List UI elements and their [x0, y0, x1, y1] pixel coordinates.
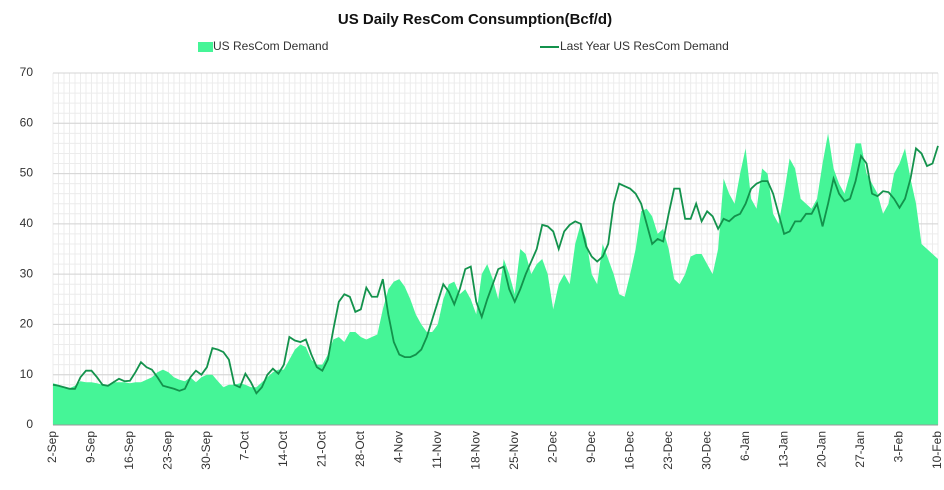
y-tick-label: 10 [20, 367, 34, 381]
x-tick-label: 3-Feb [892, 431, 906, 463]
y-tick-label: 50 [20, 166, 34, 180]
x-tick-label: 16-Sep [122, 431, 136, 470]
x-tick-label: 23-Dec [661, 431, 675, 470]
y-tick-label: 20 [20, 317, 34, 331]
legend-label: US ResCom Demand [213, 39, 328, 53]
x-tick-label: 16-Dec [622, 431, 636, 470]
x-tick-label: 14-Oct [276, 430, 290, 467]
x-tick-label: 25-Nov [507, 431, 521, 470]
area [53, 133, 938, 426]
x-tick-label: 30-Dec [699, 431, 713, 470]
x-tick-label: 9-Dec [584, 431, 598, 463]
x-tick-label: 6-Jan [738, 431, 752, 461]
x-tick-label: 10-Feb [930, 431, 944, 469]
x-tick-label: 4-Nov [391, 431, 405, 463]
y-tick-label: 30 [20, 266, 34, 280]
x-tick-label: 11-Nov [430, 431, 444, 469]
x-tick-label: 23-Sep [161, 431, 175, 470]
y-tick-label: 70 [20, 65, 34, 79]
y-tick-label: 0 [26, 417, 33, 431]
x-tick-label: 30-Sep [199, 431, 213, 470]
x-tick-label: 20-Jan [815, 431, 829, 468]
x-tick-label: 7-Oct [238, 430, 252, 460]
legend-label: Last Year US ResCom Demand [560, 39, 729, 53]
y-tick-label: 60 [20, 115, 34, 129]
y-tick-label: 40 [20, 216, 34, 230]
chart-title: US Daily ResCom Consumption(Bcf/d) [338, 11, 612, 28]
legend-swatch [198, 42, 213, 52]
x-tick-label: 2-Sep [45, 431, 59, 463]
x-tick-label: 18-Nov [468, 431, 482, 470]
x-tick-label: 28-Oct [353, 430, 367, 467]
x-tick-label: 21-Oct [315, 430, 329, 467]
x-tick-label: 13-Jan [776, 431, 790, 468]
x-tick-label: 2-Dec [545, 431, 559, 463]
x-tick-label: 9-Sep [84, 431, 98, 463]
line [52, 145, 939, 395]
x-tick-label: 27-Jan [853, 431, 867, 468]
